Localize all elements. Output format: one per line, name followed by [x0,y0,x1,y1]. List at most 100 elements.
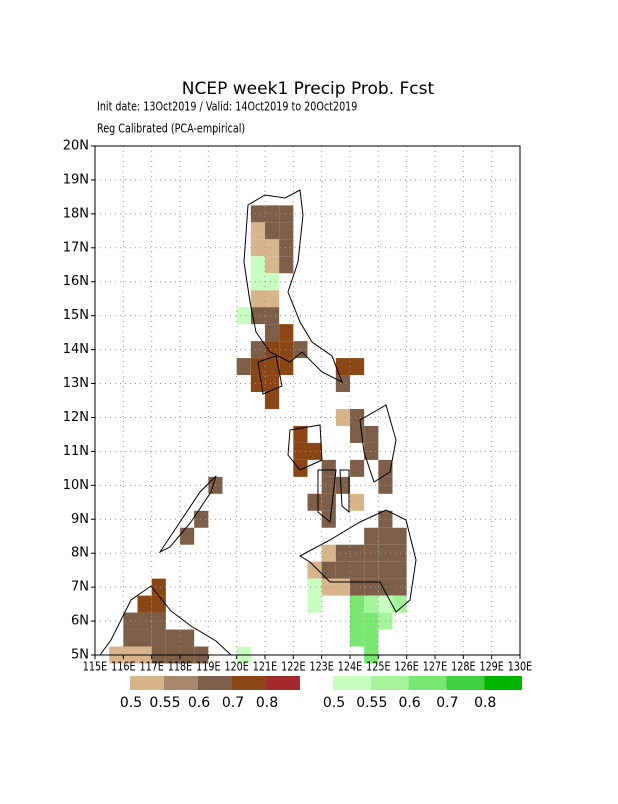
prob-cell [250,222,265,240]
prob-cell [392,578,407,596]
prob-cell [265,375,280,393]
coast-negros [317,469,337,523]
prob-cell [364,561,379,579]
y-tick-label: 12N [63,410,89,425]
prob-cell [137,595,152,613]
prob-cell [335,375,350,393]
prob-cell [392,544,407,562]
y-tick-label: 18N [63,206,89,221]
prob-cell [265,239,280,257]
x-tick-label: 119E [196,659,220,673]
coast-cebu [339,469,350,514]
prob-cell [265,341,280,359]
y-tick-label: 19N [63,172,89,187]
legend-swatch [484,676,522,690]
prob-cell [265,392,280,409]
y-tick-label: 14N [63,342,89,357]
prob-cell [250,375,265,393]
prob-cell [250,307,265,325]
prob-cell [265,256,280,274]
legend-label: 0.6 [398,695,420,711]
prob-cell [321,459,336,477]
x-tick-label: 120E [224,659,248,673]
prob-cell [378,527,393,545]
prob-cell [151,629,166,647]
prob-cell [137,612,152,630]
prob-cell [350,612,365,630]
prob-cell [265,222,280,240]
prob-cell [250,256,265,274]
y-tick-label: 13N [63,376,89,391]
prob-cell [123,629,138,647]
legend-swatch [266,676,300,690]
prob-cell [279,324,294,342]
y-tick-label: 5N [71,648,89,663]
x-tick-label: 115E [83,659,107,673]
y-tick-label: 16N [63,274,89,289]
coast-panay [287,424,323,471]
legend-label: 0.7 [436,695,458,711]
prob-cell [236,307,251,325]
prob-cell [165,629,180,647]
legend-label: 0.5 [120,695,142,711]
x-tick-label: 124E [338,659,362,673]
legend-label: 0.55 [149,695,180,711]
prob-cell [293,459,308,477]
prob-cell [151,595,166,613]
prob-cell [364,442,379,460]
prob-cell [364,425,379,443]
prob-cell [250,341,265,359]
prob-cell [335,578,350,596]
x-tick-label: 125E [366,659,390,673]
prob-cell [350,425,365,443]
prob-cell [265,290,280,308]
prob-cell [350,561,365,579]
prob-cell [151,578,166,596]
x-tick-label: 126E [394,659,418,673]
prob-cell [293,425,308,443]
legend-label: 0.7 [222,695,244,711]
prob-cell [151,612,166,630]
prob-cell [265,358,280,376]
prob-cell [250,205,265,223]
coast-palawan [158,475,217,554]
prob-cell [350,408,365,426]
prob-cell [279,239,294,257]
x-tick-label: 122E [281,659,305,673]
x-tick-label: 130E [508,659,532,673]
title: NCEP week1 Precip Prob. Fcst [182,79,435,99]
prob-cell [378,595,393,613]
prob-cell [250,239,265,257]
prob-cell [364,595,379,613]
prob-cell [307,493,322,511]
x-tick-label: 123E [309,659,333,673]
x-tick-label: 116E [111,659,135,673]
prob-cell [250,273,265,291]
legend-swatch [446,676,485,690]
prob-cell [307,578,322,596]
prob-cell [180,629,195,647]
y-tick-label: 7N [71,580,89,595]
prob-cell [364,612,379,630]
subtitle: Init date: 13Oct2019 / Valid: 14Oct2019 … [97,99,357,113]
prob-cell [265,307,280,325]
legend-swatch [333,676,371,690]
prob-cell [335,476,350,494]
prob-cell [321,476,336,494]
x-tick-label: 128E [451,659,475,673]
x-tick-labels: 115E 116E 117E 118E 119E 120E 121E 122E 123E 124E… [83,659,532,673]
y-tick-label: 9N [71,512,89,527]
legend-label: 0.8 [474,695,496,711]
prob-cell [350,459,365,477]
prob-cell [350,595,365,613]
prob-cell [378,561,393,579]
y-tick-label: 8N [71,546,89,561]
prob-cell [364,544,379,562]
y-tick-label: 17N [63,240,89,255]
prob-cell [265,273,280,291]
prob-cell [392,595,407,613]
coastlines [99,189,417,656]
coast-borneo [99,585,233,656]
x-tick-label: 129E [479,659,503,673]
coast-samar-leyte [359,404,397,483]
